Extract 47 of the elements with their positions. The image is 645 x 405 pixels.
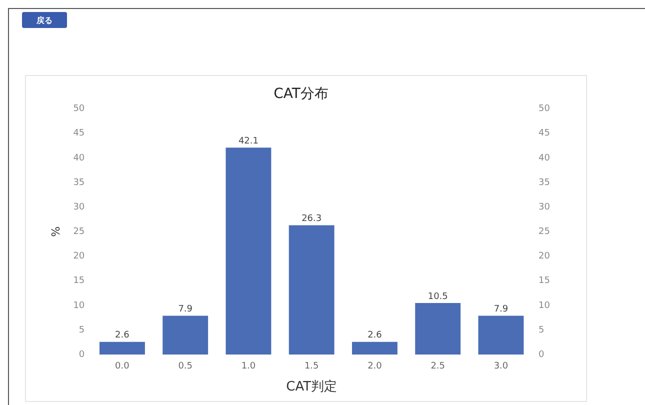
bar [478,316,524,355]
y2-tick-label: 30 [538,202,550,212]
y-tick-label: 30 [73,202,85,212]
y-tick-label: 50 [73,104,85,114]
x-tick-label: 1.0 [241,361,256,372]
chart-title: CAT分布 [274,86,328,102]
x-tick-label: 1.5 [304,361,319,372]
y2-tick-label: 10 [538,300,550,311]
bar [99,342,145,355]
y2-tick-label: 35 [538,178,550,188]
x-tick-label: 2.0 [368,361,382,372]
bar [162,316,208,355]
y-tick-label: 35 [73,178,85,188]
y-tick-label: 20 [73,252,85,262]
y-tick-label: 10 [73,300,85,311]
y-tick-label: 5 [78,325,85,336]
y2-tick-label: 50 [538,104,550,114]
y-tick-label: 15 [73,276,85,286]
data-label: 26.3 [302,214,322,224]
y-tick-label: 0 [78,350,85,360]
x-tick-label: 0.0 [115,361,130,372]
y2-tick-label: 25 [538,227,550,238]
data-label: 2.6 [368,330,382,341]
y2-tick-label: 0 [538,350,545,360]
y2-tick-label: 20 [538,252,550,262]
x-tick-label: 3.0 [494,361,508,372]
y-tick-label: 40 [73,153,85,164]
bar [415,302,461,355]
x-tick-label: 2.5 [430,361,446,372]
y2-tick-label: 45 [538,128,550,139]
data-label: 42.1 [238,136,258,146]
y2-tick-label: 5 [538,325,544,336]
data-label: 2.6 [115,330,130,341]
bar [226,148,272,355]
text: 戻る [22,12,67,28]
y-axis-title: % [49,226,62,237]
x-tick-label: 0.5 [178,361,193,372]
data-label: 10.5 [428,292,448,302]
y2-tick-label: 15 [538,276,550,286]
y-tick-label: 25 [73,227,85,238]
y-tick-label: 45 [73,128,85,139]
y2-tick-label: 40 [538,153,550,164]
bar [352,342,398,355]
data-label: 7.9 [494,304,508,315]
bar [288,225,334,355]
data-label: 7.9 [178,304,193,315]
x-axis-title: CAT判定 [286,380,338,395]
